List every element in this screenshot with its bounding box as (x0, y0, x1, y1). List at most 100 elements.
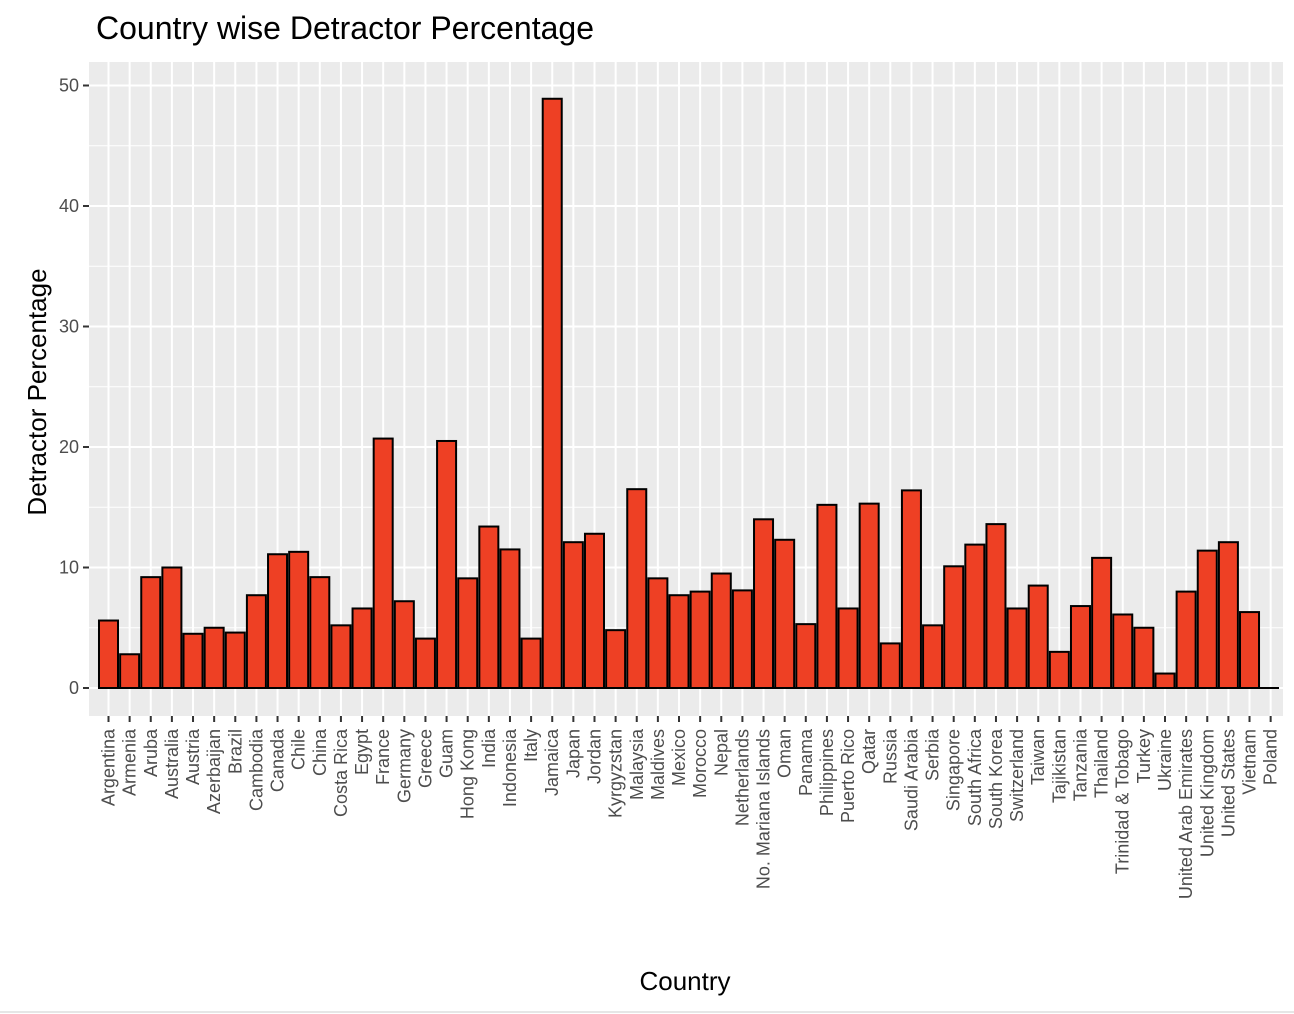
y-axis-title: Detractor Percentage (22, 268, 52, 515)
bar-costa-rica (330, 624, 352, 690)
x-tick-label: Japan (563, 729, 583, 778)
x-tick-label: Malaysia (627, 728, 647, 800)
x-tick-label: Morocco (690, 729, 710, 798)
x-tick-label: Kyrgyzstan (606, 729, 626, 818)
bar-brazil (224, 631, 246, 690)
x-tick-label: Mexico (669, 729, 689, 786)
x-tick-label: Guam (437, 729, 457, 778)
bar-tanzania (1069, 605, 1091, 689)
bar-philippines (816, 503, 838, 689)
bar-south-africa (964, 543, 986, 689)
bar-oman (774, 538, 796, 689)
bar-tajikistan (1048, 650, 1070, 689)
y-tick-label: 0 (69, 678, 79, 698)
bar-jamaica (541, 97, 563, 689)
bar-no-mariana-islands (753, 518, 775, 689)
x-tick-label: Serbia (923, 728, 943, 781)
x-tick-label: Maldives (648, 729, 668, 800)
x-tick-label: Austria (183, 728, 203, 785)
x-tick-label: Puerto Rico (838, 729, 858, 823)
x-tick-label: No. Mariana Islands (754, 729, 774, 889)
x-tick-label: Trinidad & Tobago (1113, 729, 1133, 874)
bar-guam (436, 439, 458, 689)
bar-maldives (647, 577, 669, 689)
x-tick-label: Greece (415, 729, 435, 788)
x-tick-label: Costa Rica (331, 728, 351, 817)
x-tick-label: India (479, 728, 499, 768)
x-tick-label: United Kingdom (1197, 729, 1217, 857)
x-tick-label: Indonesia (500, 728, 520, 807)
x-tick-label: Russia (880, 728, 900, 784)
bar-austria (182, 632, 204, 690)
x-tick-label: Panama (796, 728, 816, 796)
bar-australia (161, 566, 183, 689)
bar-russia (879, 642, 901, 689)
bar-cambodia (245, 594, 267, 690)
x-tick-label: Nepal (711, 729, 731, 776)
bar-italy (520, 637, 542, 689)
x-tick-label: China (310, 728, 330, 776)
bar-chile (288, 550, 310, 690)
chart-title: Country wise Detractor Percentage (96, 10, 594, 46)
bar-japan (562, 541, 584, 689)
y-axis: 0 10 20 30 40 50 (59, 76, 89, 698)
x-tick-label: Turkey (1134, 729, 1154, 783)
x-tick-label: Tajikistan (1049, 729, 1069, 803)
x-tick-label: Ukraine (1155, 729, 1175, 791)
bar-netherlands (731, 589, 753, 690)
y-tick-label: 10 (59, 558, 79, 578)
x-tick-label: France (373, 729, 393, 785)
x-tick-label: Switzerland (1007, 729, 1027, 822)
y-tick-label: 20 (59, 437, 79, 457)
bar-argentina (97, 619, 120, 690)
bar-aruba (140, 576, 162, 690)
x-tick-label: Azerbaijan (204, 729, 224, 814)
x-tick-label: Vietnam (1240, 729, 1260, 795)
bar-trinidad-tobago (1112, 613, 1134, 689)
y-tick-label: 50 (59, 76, 79, 96)
x-tick-label: Thailand (1092, 729, 1112, 798)
x-tick-label: Germany (394, 729, 414, 803)
x-tick-label: Netherlands (732, 729, 752, 826)
x-tick-label: Canada (268, 728, 288, 792)
bar-egypt (351, 607, 373, 689)
x-tick-label: United States (1218, 729, 1238, 837)
x-tick-label: Italy (521, 729, 541, 762)
bar-nepal (710, 572, 732, 690)
bar-armenia (119, 653, 141, 690)
x-tick-label: Taiwan (1028, 729, 1048, 785)
x-tick-label: United Arab Emirates (1176, 729, 1196, 899)
x-tick-label: Egypt (352, 729, 372, 775)
x-tick-label: Poland (1261, 729, 1281, 785)
bar-germany (393, 600, 415, 689)
bar-puerto-rico (837, 607, 859, 689)
x-tick-label: Australia (162, 728, 182, 799)
x-tick-label: Argentina (99, 728, 119, 806)
x-tick-label: Saudi Arabia (901, 728, 921, 831)
x-axis-title: Country (639, 966, 730, 996)
bar-india (478, 525, 500, 690)
bar-malaysia (626, 488, 648, 689)
bar-panama (795, 623, 817, 690)
x-tick-label: South Africa (965, 728, 985, 826)
x-tick-label: Jordan (584, 729, 604, 784)
bar-serbia (922, 624, 944, 690)
bar-greece (414, 637, 436, 689)
bar-jordan (583, 532, 605, 690)
x-tick-label: Armenia (120, 728, 140, 796)
x-axis: Argentina Armenia Aruba Australia Austria Aze… (99, 716, 1281, 899)
bar-taiwan (1027, 584, 1049, 690)
bar-united-states (1217, 541, 1239, 689)
bar-qatar (858, 502, 880, 690)
x-tick-label: Aruba (141, 728, 161, 777)
bar-singapore (943, 565, 965, 689)
bar-united-arab-emirates (1175, 590, 1197, 689)
bar-morocco (689, 590, 711, 689)
x-tick-label: Cambodia (246, 728, 266, 811)
bar-kyrgyzstan (605, 629, 627, 689)
x-tick-label: Qatar (859, 729, 879, 774)
bar-united-kingdom (1196, 549, 1218, 689)
bar-indonesia (499, 548, 521, 689)
bar-south-korea (985, 523, 1007, 689)
